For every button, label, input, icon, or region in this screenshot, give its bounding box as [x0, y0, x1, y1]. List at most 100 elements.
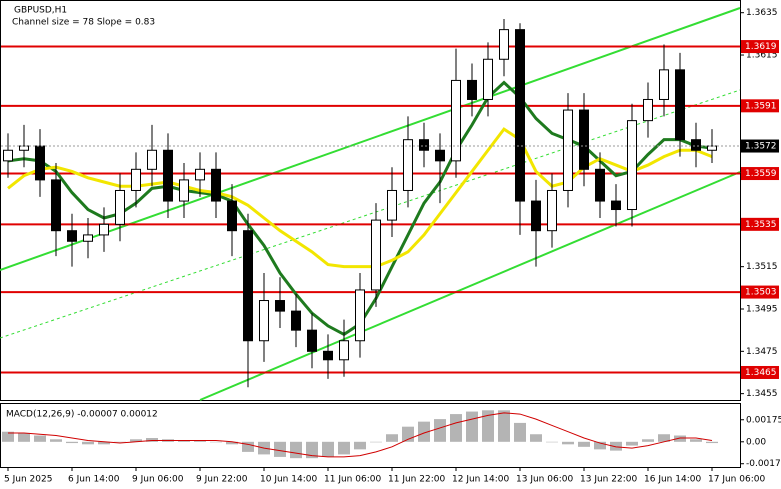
- channel: [0, 7, 741, 401]
- candle-body: [147, 149, 157, 170]
- macd-bar: [338, 441, 350, 455]
- channel-upper: [0, 7, 741, 271]
- x-tick-label: 9 Jun 22:00: [196, 475, 248, 485]
- macd-title: MACD(12,26,9) -0.00007 0.00012: [6, 410, 158, 420]
- macd-bar: [642, 439, 654, 442]
- macd-bar: [546, 441, 558, 443]
- macd-bar: [626, 441, 638, 446]
- level-label-bg: [741, 40, 779, 54]
- macd-bar: [562, 441, 574, 445]
- candle-body: [51, 179, 61, 232]
- y-tick-label: 1.3455: [746, 389, 778, 399]
- candle-body: [579, 109, 589, 170]
- candle-body: [19, 145, 29, 151]
- macd-bar: [706, 441, 718, 444]
- macd-bar: [18, 432, 30, 442]
- macd-bar: [146, 438, 158, 442]
- x-tick-label: 9 Jun 06:00: [132, 475, 184, 485]
- candle-body: [195, 168, 205, 181]
- candle-body: [35, 145, 45, 181]
- candle-body: [707, 145, 717, 151]
- macd-bar: [466, 411, 478, 442]
- candle-body: [339, 340, 349, 361]
- last-price-bg: [741, 139, 779, 153]
- candle-body: [355, 289, 365, 342]
- candle-body: [67, 230, 77, 242]
- macd-bar: [354, 441, 366, 450]
- x-tick-label: 10 Jun 14:00: [260, 475, 317, 485]
- last-price-label: 1.3572: [745, 142, 777, 152]
- x-tick-label: 5 Jun 2025: [4, 475, 52, 485]
- y-tick-label: -0.00174: [746, 459, 781, 469]
- candle-body: [691, 139, 701, 151]
- x-tick-label: 17 Jun 06:00: [708, 475, 765, 485]
- level-label-bg: [741, 217, 779, 231]
- candle-body: [387, 189, 397, 221]
- macd-bar: [210, 441, 222, 443]
- candle-body: [3, 149, 13, 162]
- level-label-bg: [741, 167, 779, 181]
- macd-bar: [274, 441, 286, 457]
- macd-bar: [578, 441, 590, 447]
- candle-body: [675, 69, 685, 141]
- macd-bar: [50, 439, 62, 442]
- candle-body: [259, 300, 269, 342]
- level-label: 1.3535: [745, 220, 777, 230]
- macd-bar: [2, 431, 14, 442]
- moving-average: [7, 127, 713, 269]
- channel-middle: [0, 89, 741, 339]
- chart-title: GBPUSD,H1: [14, 6, 67, 16]
- macd-bar: [434, 419, 446, 442]
- x-tick-label: 16 Jun 14:00: [644, 475, 701, 485]
- candle-body: [211, 168, 221, 202]
- level-label: 1.3503: [745, 288, 777, 298]
- candle-body: [419, 139, 429, 151]
- macd-bar: [322, 441, 334, 457]
- x-tick-label: 6 Jun 14:00: [68, 475, 120, 485]
- macd-bar: [530, 434, 542, 442]
- candle-body: [179, 179, 189, 202]
- macd-bar: [290, 441, 302, 459]
- y-tick-label: 1.3475: [746, 347, 778, 357]
- level-label: 1.3619: [745, 42, 777, 52]
- level-label: 1.3591: [745, 101, 777, 111]
- x-tick-label: 12 Jun 14:00: [452, 475, 509, 485]
- macd-bar: [498, 410, 510, 442]
- macd-bar: [82, 441, 94, 445]
- candle-body: [243, 230, 253, 342]
- macd-bar: [514, 422, 526, 442]
- macd-bar: [306, 441, 318, 459]
- y-tick-label: 0.00: [746, 437, 766, 447]
- y-tick-label: 1.3495: [746, 304, 778, 314]
- macd-bar: [130, 439, 142, 442]
- macd-bar: [450, 414, 462, 442]
- signal-line: [8, 412, 713, 458]
- candle-body: [627, 120, 637, 211]
- level-label: 1.3559: [745, 169, 777, 179]
- candle-body: [131, 168, 141, 191]
- level-label: 1.3465: [745, 368, 777, 378]
- macd-bar: [34, 435, 46, 442]
- macd-bar: [114, 441, 126, 443]
- macd-bar: [594, 441, 606, 450]
- y-tick-label: 0.00175: [746, 415, 781, 425]
- candle-body: [611, 200, 621, 211]
- candle-body: [227, 200, 237, 232]
- y-tick-label: 1.3515: [746, 262, 778, 272]
- macd-bar: [370, 441, 382, 443]
- candle-body: [547, 189, 557, 232]
- macd-bar: [386, 434, 398, 442]
- candle-body: [499, 29, 509, 60]
- candle-body: [659, 69, 669, 100]
- x-tick-label: 11 Jun 22:00: [388, 475, 445, 485]
- candle-body: [515, 29, 525, 202]
- candle-body: [99, 223, 109, 236]
- candle-body: [483, 58, 493, 100]
- macd-bar: [66, 441, 78, 444]
- level-label-bg: [741, 99, 779, 113]
- candle-body: [115, 189, 125, 225]
- macd-bar: [418, 421, 430, 442]
- candle-body: [83, 234, 93, 242]
- macd-bar: [658, 434, 670, 442]
